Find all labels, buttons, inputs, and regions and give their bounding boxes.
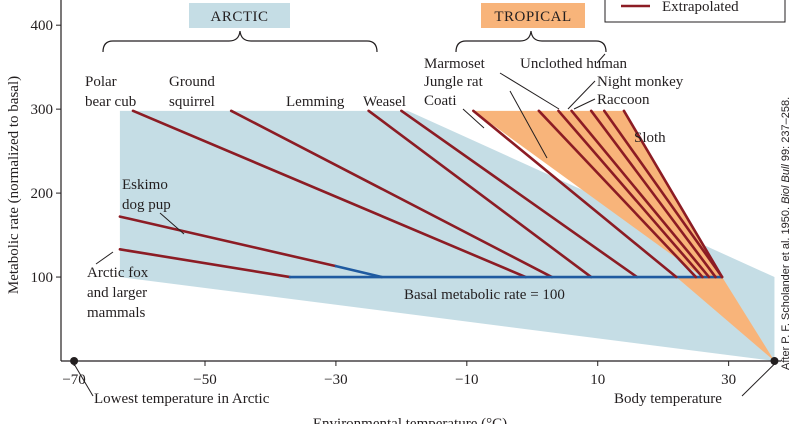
group-arctic: ARCTIC bbox=[102, 3, 378, 53]
label-jungle-rat: Jungle rat bbox=[424, 74, 484, 90]
tropical-body-temperature-fill bbox=[676, 277, 775, 361]
y-tick-label-3: 300 bbox=[31, 102, 54, 118]
label-marmoset: Marmoset bbox=[424, 56, 486, 72]
series-coati-segment-1-extrapolated bbox=[557, 109, 704, 279]
legend: Extrapolated bbox=[604, 0, 786, 23]
source-credit-journal: Biol Bull bbox=[780, 164, 792, 204]
x-tick-label-2: −50 bbox=[193, 372, 216, 388]
leader-coati bbox=[462, 108, 485, 129]
x-tick-label-6: 30 bbox=[721, 372, 736, 388]
legend-extrapolated-label: Extrapolated bbox=[662, 0, 739, 15]
plot-series bbox=[118, 109, 724, 279]
series-eskimo-dog-pup-segment-1-extrapolated bbox=[118, 215, 338, 268]
group-tropical: TROPICAL bbox=[455, 3, 607, 53]
label-arctic-fox-line-1: Arctic fox bbox=[87, 265, 149, 281]
tropical-label: TROPICAL bbox=[494, 9, 571, 25]
source-credit: After P. F. Scholander et al. 1950. Biol… bbox=[780, 97, 792, 370]
x-axis-label: Environmental temperature (°C) bbox=[313, 416, 507, 424]
label-night-monkey: Night monkey bbox=[597, 74, 684, 90]
x-tick-label-3: −30 bbox=[324, 372, 347, 388]
leader-arctic-fox bbox=[95, 251, 114, 265]
x-tick-label-1: −70 bbox=[62, 372, 85, 388]
lowest-temperature-leader bbox=[73, 363, 94, 397]
series-lemming-segment-1-extrapolated bbox=[367, 109, 593, 279]
x-tick-label-4: −10 bbox=[455, 372, 478, 388]
series-night-monkey-segment-1-extrapolated bbox=[589, 109, 717, 279]
lowest-temperature-label: Lowest temperature in Arctic bbox=[94, 391, 270, 407]
label-eskimo-dog-pup-line-2: dog pup bbox=[122, 197, 171, 213]
arctic-label: ARCTIC bbox=[210, 9, 268, 25]
leader-raccoon bbox=[573, 98, 596, 110]
arctic-label-background bbox=[189, 3, 290, 28]
axes bbox=[60, 0, 781, 362]
series-marmoset-segment-1-extrapolated bbox=[472, 109, 678, 279]
label-ground-squirrel: Ground squirrel bbox=[169, 74, 219, 110]
lowest-temperature-marker bbox=[70, 357, 79, 365]
label-weasel: Weasel bbox=[363, 94, 406, 110]
series-weasel-segment-1-extrapolated bbox=[400, 109, 639, 279]
series-sloth-segment-1-extrapolated bbox=[622, 109, 724, 279]
series-eskimo-dog-pup-segment-2 bbox=[334, 264, 384, 279]
series-labels: Polar bear cub Ground squirrel Lemming W… bbox=[85, 56, 684, 321]
source-credit-suffix: 99: 237–258. bbox=[780, 97, 792, 164]
arctic-brace bbox=[102, 30, 378, 53]
label-unclothed-human: Unclothed human bbox=[520, 56, 628, 72]
leader-night-monkey bbox=[567, 80, 596, 110]
label-eskimo-dog-pup: Eskimo dog pup bbox=[122, 177, 172, 213]
label-arctic-fox: Arctic fox and larger mammals bbox=[87, 265, 152, 321]
label-arctic-fox-line-2: and larger bbox=[87, 285, 147, 301]
label-arctic-fox-line-3: mammals bbox=[87, 305, 145, 321]
source-credit-prefix: After P. F. Scholander et al. 1950. bbox=[780, 204, 792, 370]
body-temperature-label: Body temperature bbox=[614, 391, 722, 407]
y-tick-label-1: 100 bbox=[31, 270, 54, 286]
series-polar-bear-cub-segment-1-extrapolated bbox=[131, 109, 528, 279]
basal-rate-label: Basal metabolic rate = 100 bbox=[404, 287, 565, 303]
label-lemming: Lemming bbox=[286, 94, 345, 110]
label-eskimo-dog-pup-line-1: Eskimo bbox=[122, 177, 168, 193]
label-sloth: Sloth bbox=[634, 130, 666, 146]
y-tick-label-4: 400 bbox=[31, 18, 54, 34]
tropical-region-fill bbox=[473, 110, 723, 278]
leader-jungle-rat bbox=[509, 90, 548, 159]
x-tick-label-5: 10 bbox=[590, 372, 605, 388]
body-temperature-marker bbox=[770, 357, 779, 365]
label-raccoon: Raccoon bbox=[597, 92, 650, 108]
series-arctic-fox-and-larger-mammals-segment-1-extrapolated bbox=[118, 248, 292, 279]
label-ground-squirrel-line-1: Ground bbox=[169, 74, 215, 90]
leader-lines bbox=[95, 53, 606, 265]
label-polar-bear-cub: Polar bear cub bbox=[85, 74, 136, 110]
label-ground-squirrel-line-2: squirrel bbox=[169, 94, 215, 110]
leader-unclothed-human bbox=[499, 72, 560, 110]
body-temperature-leader bbox=[741, 363, 775, 397]
series-raccoon-segment-1-extrapolated bbox=[602, 109, 724, 279]
y-tick-label-2: 200 bbox=[31, 186, 54, 202]
leader-eskimo-dog-pup bbox=[159, 212, 185, 235]
label-polar-bear-cub-line-1: Polar bbox=[85, 74, 117, 90]
leader-marmoset bbox=[596, 53, 606, 64]
label-polar-bear-cub-line-2: bear cub bbox=[85, 94, 136, 110]
ticks: −70 −50 −30 −10 10 30 100 200 300 400 bbox=[31, 18, 737, 388]
tropical-brace bbox=[455, 30, 607, 53]
series-jungle-rat-segment-1-extrapolated bbox=[537, 109, 698, 279]
label-coati: Coati bbox=[424, 93, 457, 109]
series-ground-squirrel-segment-1-extrapolated bbox=[229, 109, 554, 279]
y-axis-label: Metabolic rate (normalized to basal) bbox=[6, 76, 22, 294]
tropical-label-background bbox=[481, 3, 585, 28]
series-unclothed-human-segment-1-extrapolated bbox=[570, 109, 711, 279]
